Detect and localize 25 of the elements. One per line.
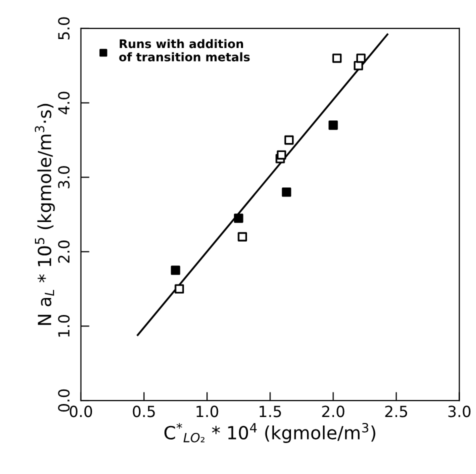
x-tick-label: 2.0: [322, 406, 344, 418]
x-tick-label: 1.0: [196, 406, 218, 418]
y-tick-label: 3.0: [58, 166, 70, 188]
point: [238, 232, 248, 242]
y-tick-label: 1.0: [58, 314, 70, 337]
legend-label: Runs with addition of transition metals: [119, 39, 250, 62]
point: [282, 188, 292, 197]
x-tick-label: 2.5: [385, 406, 408, 418]
point: [332, 54, 342, 63]
point: [284, 135, 294, 145]
point: [276, 150, 286, 160]
point: [328, 120, 338, 130]
x-tick-label: 0.0: [70, 406, 92, 418]
x-axis-title: C$^{*}$$_{LO₂}$ * 10$^{4}$ (kgmole/m$^{3}$): [164, 422, 376, 443]
y-tick-label: 2.0: [58, 240, 70, 263]
point: [170, 266, 180, 275]
x-tick-label: 3.0: [448, 406, 470, 418]
point: [234, 214, 244, 223]
y-tick-label: 5.0: [58, 17, 70, 40]
y-tick-label: 4.0: [58, 92, 70, 114]
y-axis-title: N a$_{L}$ * 10$^{5}$ (kgmole/m$^{3}$·s): [34, 104, 55, 325]
x-tick-label: 0.5: [132, 406, 155, 418]
point: [356, 54, 366, 63]
x-tick-label: 1.5: [260, 406, 281, 418]
point: [174, 284, 184, 294]
